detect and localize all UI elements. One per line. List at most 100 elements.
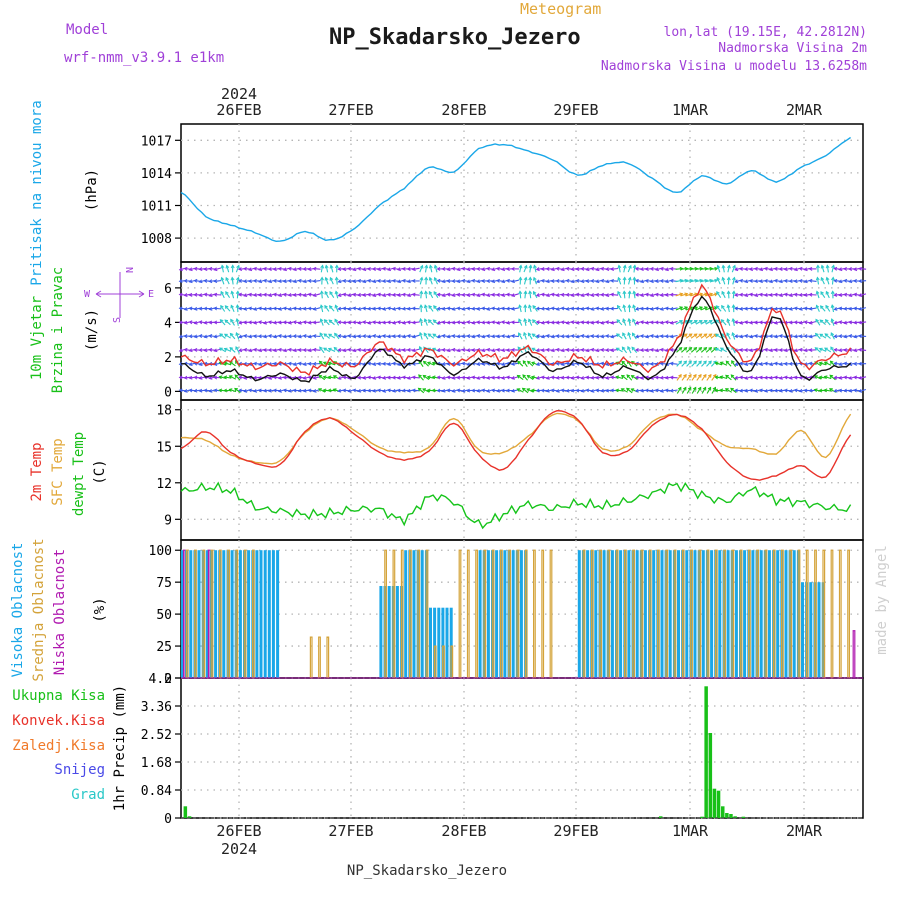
bottom-date-label: 26FEB bbox=[216, 822, 261, 840]
cloud-bar bbox=[534, 550, 536, 678]
cloud-bar bbox=[818, 582, 821, 678]
pressure-line bbox=[181, 138, 851, 242]
legend-snow: Snijeg bbox=[54, 762, 105, 778]
temp2m-line bbox=[181, 411, 851, 481]
y-tick-label: 18 bbox=[156, 404, 172, 419]
cloud-bar bbox=[198, 550, 201, 678]
cloud-bar bbox=[512, 550, 515, 678]
precip-bar bbox=[709, 733, 713, 818]
precip-bar bbox=[725, 813, 729, 818]
cloud-bar bbox=[388, 586, 391, 678]
y-tick-label: 1017 bbox=[141, 134, 172, 149]
cloud-ylabel-low: Niska Oblacnost bbox=[52, 549, 68, 675]
cloud-bar bbox=[840, 550, 842, 678]
y-tick-label: 0 bbox=[164, 812, 172, 827]
cloud-bar bbox=[801, 582, 804, 678]
cloud-bar bbox=[260, 550, 263, 678]
compass-n: N bbox=[123, 267, 134, 273]
precip-bar bbox=[704, 686, 708, 818]
cloud-bar bbox=[272, 550, 275, 678]
elevation-text: Nadmorska Visina 2m bbox=[718, 41, 867, 56]
compass-w: W bbox=[84, 289, 91, 300]
legend-freezing-rain: Zaledj.Kisa bbox=[12, 738, 105, 754]
y-tick-label: 12 bbox=[156, 477, 172, 492]
y-tick-labels: 100810111014101702469121518025507510000.… bbox=[141, 134, 181, 827]
wind-ylabel-sub: Brzina i Pravac bbox=[50, 267, 66, 393]
data-marks bbox=[180, 138, 867, 819]
y-tick-label: 50 bbox=[156, 608, 172, 623]
y-tick-label: 0.84 bbox=[141, 784, 172, 799]
precip-bar bbox=[729, 814, 733, 818]
cloud-bar bbox=[743, 550, 746, 678]
cloud-bar bbox=[396, 586, 399, 678]
cloud-bar bbox=[611, 550, 614, 678]
cloud-bar bbox=[751, 550, 754, 678]
cloud-bar bbox=[727, 550, 730, 678]
cloud-bar bbox=[264, 550, 267, 678]
cloud-bar bbox=[379, 586, 382, 678]
temp-ylabel-2m: 2m Temp bbox=[29, 442, 45, 501]
cloud-bar bbox=[520, 550, 523, 678]
temp-ylabel-dewpt: dewpt Temp bbox=[71, 432, 87, 516]
cloud-bar bbox=[503, 550, 506, 678]
cloud-bar bbox=[619, 550, 622, 678]
cloud-unit: (%) bbox=[92, 597, 108, 622]
cloud-bar bbox=[760, 550, 763, 678]
cloud-bar bbox=[214, 550, 217, 678]
cloud-bar bbox=[310, 637, 312, 678]
top-date-label: 29FEB bbox=[553, 101, 598, 119]
cloud-bar bbox=[255, 550, 258, 678]
y-tick-label: 2.52 bbox=[141, 728, 172, 743]
cloud-bar bbox=[189, 550, 192, 678]
cloud-bar bbox=[594, 550, 597, 678]
cloud-bar bbox=[853, 631, 855, 678]
bottom-year-label: 2024 bbox=[221, 840, 257, 858]
bottom-date-label: 1MAR bbox=[672, 822, 709, 840]
temp-ylabel-sfc: SFC Temp bbox=[50, 438, 66, 505]
cloud-bar bbox=[652, 550, 655, 678]
lonlat-text: lon,lat (19.15E, 42.2812N) bbox=[664, 25, 868, 40]
cloud-bar bbox=[487, 550, 490, 678]
top-date-label: 27FEB bbox=[328, 101, 373, 119]
y-tick-label: 25 bbox=[156, 640, 172, 655]
precip-bars bbox=[184, 686, 746, 818]
top-date-label: 2MAR bbox=[786, 101, 823, 119]
cloud-bar bbox=[776, 550, 779, 678]
compass-s: S bbox=[112, 317, 123, 323]
cloud-bar bbox=[479, 550, 482, 678]
cloud-bar bbox=[677, 550, 680, 678]
y-tick-label: 1014 bbox=[141, 167, 172, 182]
cloud-bar bbox=[429, 608, 432, 678]
bottom-date-label: 27FEB bbox=[328, 822, 373, 840]
y-tick-label: 6 bbox=[164, 282, 172, 297]
y-tick-label: 0 bbox=[164, 385, 172, 400]
compass-e: E bbox=[148, 289, 154, 300]
y-tick-label: 1008 bbox=[141, 232, 172, 247]
bottom-date-label: 28FEB bbox=[441, 822, 486, 840]
y-tick-label: 4 bbox=[164, 316, 172, 331]
wind-ylabel: 10m Vjetar bbox=[29, 296, 45, 380]
top-date-label: 28FEB bbox=[441, 101, 486, 119]
cloud-bar bbox=[276, 550, 279, 678]
cloud-bar bbox=[476, 550, 478, 678]
cloud-bar bbox=[247, 550, 250, 678]
cloud-bar bbox=[268, 550, 271, 678]
y-tick-label: 4.2 bbox=[149, 672, 172, 687]
cloud-bar bbox=[421, 550, 424, 678]
cloud-bar bbox=[222, 550, 225, 678]
pressure-unit: (hPa) bbox=[84, 169, 100, 211]
footer-station: NP_Skadarsko_Jezero bbox=[347, 863, 507, 879]
cloud-bar bbox=[550, 550, 552, 678]
y-tick-label: 1011 bbox=[141, 199, 172, 214]
precip-bar bbox=[184, 806, 188, 818]
cloud-bar bbox=[586, 550, 589, 678]
station-title: NP_Skadarsko_Jezero bbox=[329, 25, 581, 50]
cloud-bars bbox=[181, 550, 855, 678]
cloud-bar bbox=[627, 550, 630, 678]
cloud-bar bbox=[644, 550, 647, 678]
cloud-bar bbox=[495, 550, 498, 678]
top-date-label: 26FEB bbox=[216, 101, 261, 119]
precip-ylabel: 1hr Precip (mm) bbox=[112, 685, 128, 811]
watermark: made by Angel bbox=[874, 545, 890, 655]
cloud-bar bbox=[793, 550, 796, 678]
